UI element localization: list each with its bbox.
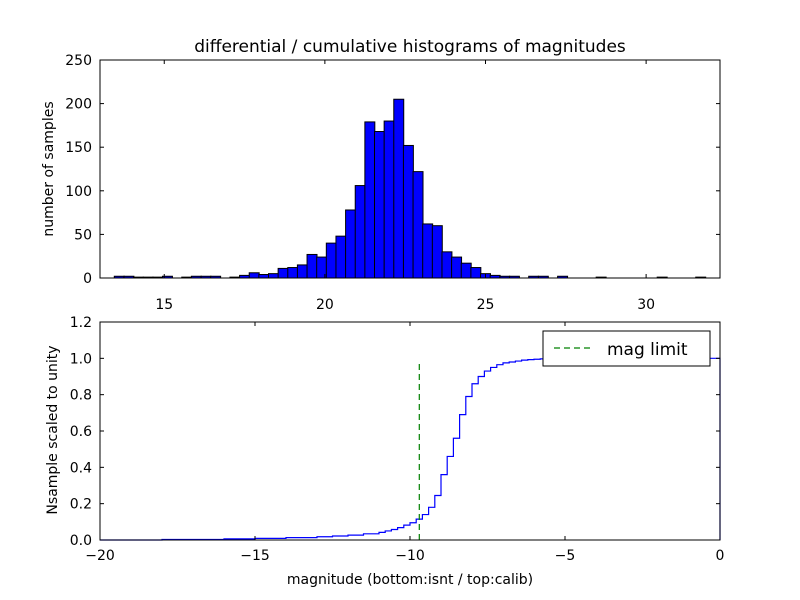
bottom-axis-ticks: −20 −15 −10 −5 0 0.0 0.2 0.4 0.6 0.8 1.0 1.2 — [70, 315, 725, 564]
top-x-tick-label: 15 — [155, 297, 173, 313]
histogram-bar — [383, 120, 395, 279]
legend-box — [542, 330, 711, 367]
top-y-axis-label: number of samples — [41, 101, 57, 236]
cumulative-lines — [100, 357, 721, 541]
bottom-y-axis-label: Nsample scaled to unity — [45, 345, 61, 514]
histogram-bar — [422, 223, 434, 279]
histogram-bar — [412, 171, 424, 279]
top-x-tick-label: 25 — [477, 297, 495, 313]
top-x-tick-label: 30 — [637, 297, 655, 313]
top-axis-ticks: 15 20 25 30 0 50 100 150 200 250 — [65, 53, 720, 313]
histogram-bar — [258, 274, 270, 279]
histogram-bar — [374, 131, 385, 279]
top-y-tick-label: 50 — [74, 227, 92, 243]
histogram-bar — [441, 251, 453, 279]
bottom-y-tick-label: 0.2 — [70, 497, 92, 513]
histogram-bar — [402, 144, 414, 279]
bottom-y-tick-label: 0.0 — [70, 533, 92, 549]
cumulative-step-line — [100, 357, 721, 541]
bottom-y-tick-label: 1.0 — [70, 351, 92, 367]
top-y-tick-label: 100 — [65, 184, 92, 200]
bottom-x-tick-label: −15 — [240, 548, 270, 564]
bottom-x-tick-label: −20 — [85, 548, 115, 564]
top-y-tick-label: 150 — [65, 140, 92, 156]
top-x-tick-label: 20 — [316, 297, 334, 313]
chart-title: differential / cumulative histograms of … — [194, 37, 626, 57]
bottom-y-tick-label: 0.6 — [70, 424, 92, 440]
histogram-bar — [393, 98, 405, 279]
histogram-bar — [345, 209, 357, 279]
cumulative-histogram-chart: magnitude (bottom:isnt / top:calib) Nsam… — [45, 315, 724, 588]
histogram-bar — [460, 262, 472, 279]
bottom-y-tick-label: 0.4 — [70, 460, 92, 476]
histogram-bar — [364, 121, 376, 279]
top-plot-frame — [99, 59, 721, 279]
bottom-plot-frame — [99, 321, 721, 541]
histogram-bar — [296, 264, 308, 279]
bottom-y-tick-label: 0.8 — [70, 388, 92, 404]
top-y-tick-label: 0 — [83, 271, 92, 287]
histogram-bar — [287, 267, 299, 279]
histogram-bar — [325, 242, 337, 279]
bottom-x-tick-label: −10 — [395, 548, 425, 564]
differential-histogram-chart: differential / cumulative histograms of … — [41, 37, 721, 313]
top-y-tick-label: 250 — [65, 53, 92, 69]
legend: mag limit — [542, 330, 711, 367]
histogram-bar — [248, 272, 260, 279]
bottom-y-tick-label: 1.2 — [70, 315, 92, 331]
bottom-x-tick-label: 0 — [716, 548, 725, 564]
bottom-x-axis-label: magnitude (bottom:isnt / top:calib) — [287, 572, 533, 588]
histogram-bar — [470, 267, 482, 279]
histogram-bar — [451, 256, 463, 279]
histogram-bar — [335, 235, 347, 279]
bottom-x-tick-label: −5 — [555, 548, 576, 564]
histogram-bar — [306, 253, 318, 279]
histogram-bar — [354, 185, 366, 279]
histogram-bar — [431, 225, 443, 279]
legend-label-mag-limit: mag limit — [607, 340, 688, 360]
histogram-bars — [113, 98, 707, 279]
top-y-tick-label: 200 — [65, 97, 92, 113]
histogram-bar — [267, 273, 279, 279]
histogram-bar — [277, 267, 289, 279]
